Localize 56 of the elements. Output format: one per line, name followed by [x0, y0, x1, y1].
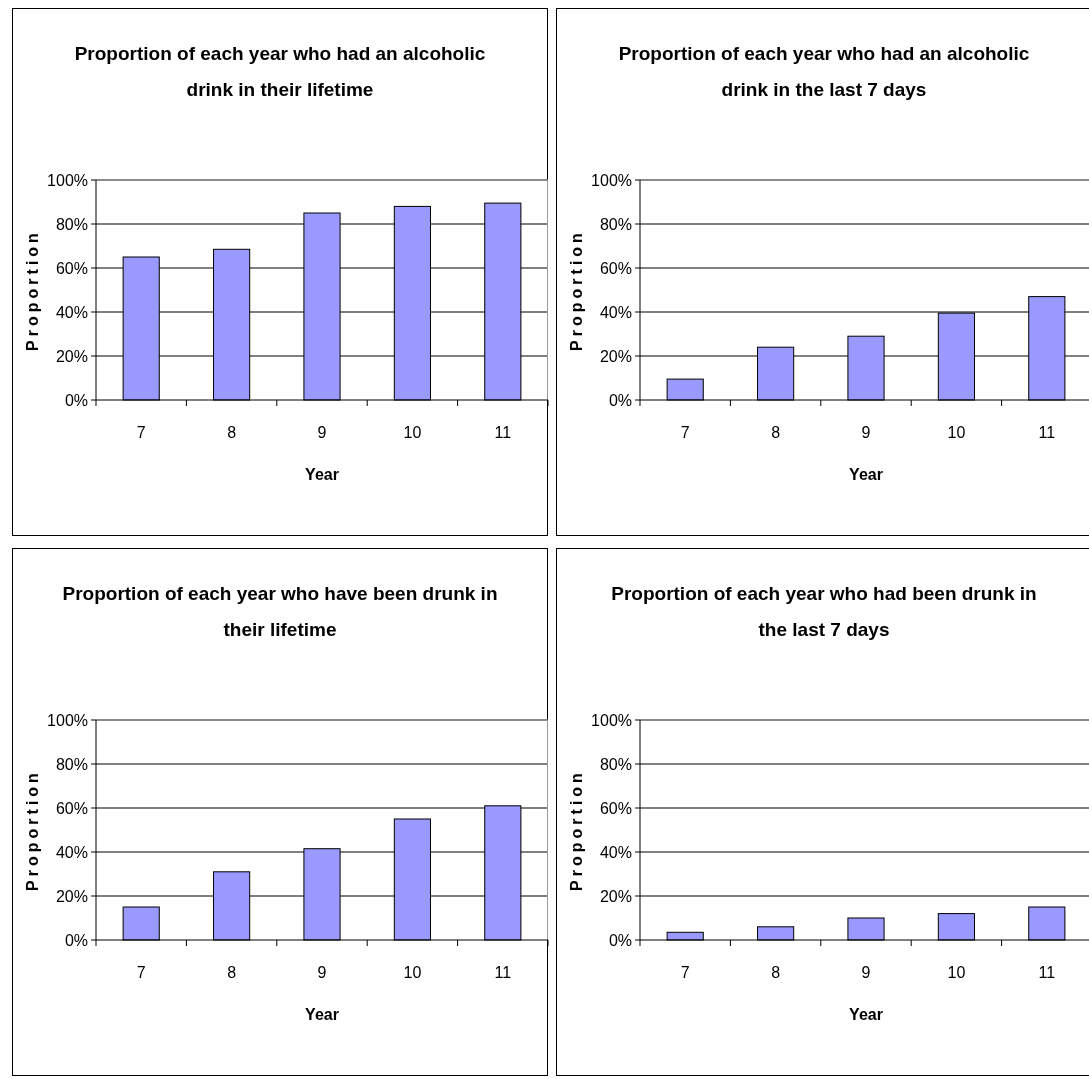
x-axis-title: Year — [305, 1006, 339, 1023]
x-tick-label: 10 — [403, 964, 422, 981]
y-tick-label: 80% — [55, 215, 88, 233]
x-tick-label: 7 — [680, 964, 690, 981]
y-tick-label: 40% — [599, 843, 632, 861]
x-tick-label: 9 — [317, 424, 327, 441]
y-axis-title: Proportion — [568, 769, 585, 891]
y-tick-label: 40% — [55, 303, 88, 321]
y-tick-label: 0% — [64, 931, 88, 949]
y-axis-title: Proportion — [24, 229, 41, 351]
y-tick-label: 60% — [55, 259, 88, 277]
y-axis-title: Proportion — [24, 769, 41, 891]
y-tick-label: 100% — [591, 711, 632, 729]
x-tick-label: 7 — [136, 424, 146, 441]
chart-title: Proportion of each year who had an alcoholic drink in the last 7 days — [618, 43, 1030, 100]
x-tick-label: 10 — [947, 424, 966, 441]
y-tick-label: 100% — [47, 711, 88, 729]
x-axis-title: Year — [305, 466, 339, 483]
y-tick-label: 60% — [599, 799, 632, 817]
x-tick-label: 8 — [771, 964, 781, 981]
x-tick-label: 9 — [861, 964, 871, 981]
x-tick-label: 7 — [136, 964, 146, 981]
y-tick-label: 0% — [608, 391, 632, 409]
y-tick-label: 80% — [599, 215, 632, 233]
y-tick-label: 40% — [55, 843, 88, 861]
y-axis-title: Proportion — [568, 229, 585, 351]
x-tick-label: 7 — [680, 424, 690, 441]
y-tick-label: 80% — [599, 755, 632, 773]
y-tick-label: 100% — [591, 171, 632, 189]
x-tick-label: 8 — [227, 424, 237, 441]
x-tick-label: 10 — [403, 424, 422, 441]
x-tick-label: 9 — [317, 964, 327, 981]
chart-title: Proportion of each year who have been drunk in their lifetime — [62, 583, 498, 640]
y-tick-label: 60% — [599, 259, 632, 277]
y-tick-label: 20% — [55, 887, 88, 905]
x-tick-label: 11 — [1038, 964, 1056, 981]
x-axis-title: Year — [849, 466, 883, 483]
x-tick-label: 11 — [1038, 424, 1056, 441]
x-tick-label: 8 — [227, 964, 237, 981]
x-tick-label: 8 — [771, 424, 781, 441]
y-tick-label: 0% — [64, 391, 88, 409]
x-tick-label: 11 — [494, 964, 512, 981]
chart-title: Proportion of each year who had been drunk in the last 7 days — [611, 583, 1037, 640]
chart-title: Proportion of each year who had an alcoholic drink in their lifetime — [74, 43, 486, 100]
x-tick-label: 11 — [494, 424, 512, 441]
x-tick-label: 9 — [861, 424, 871, 441]
y-tick-label: 20% — [599, 887, 632, 905]
y-tick-label: 20% — [599, 347, 632, 365]
y-tick-label: 20% — [55, 347, 88, 365]
y-tick-label: 60% — [55, 799, 88, 817]
y-tick-label: 100% — [47, 171, 88, 189]
y-tick-label: 0% — [608, 931, 632, 949]
x-axis-title: Year — [849, 1006, 883, 1023]
y-tick-label: 80% — [55, 755, 88, 773]
x-tick-label: 10 — [947, 964, 966, 981]
y-tick-label: 40% — [599, 303, 632, 321]
